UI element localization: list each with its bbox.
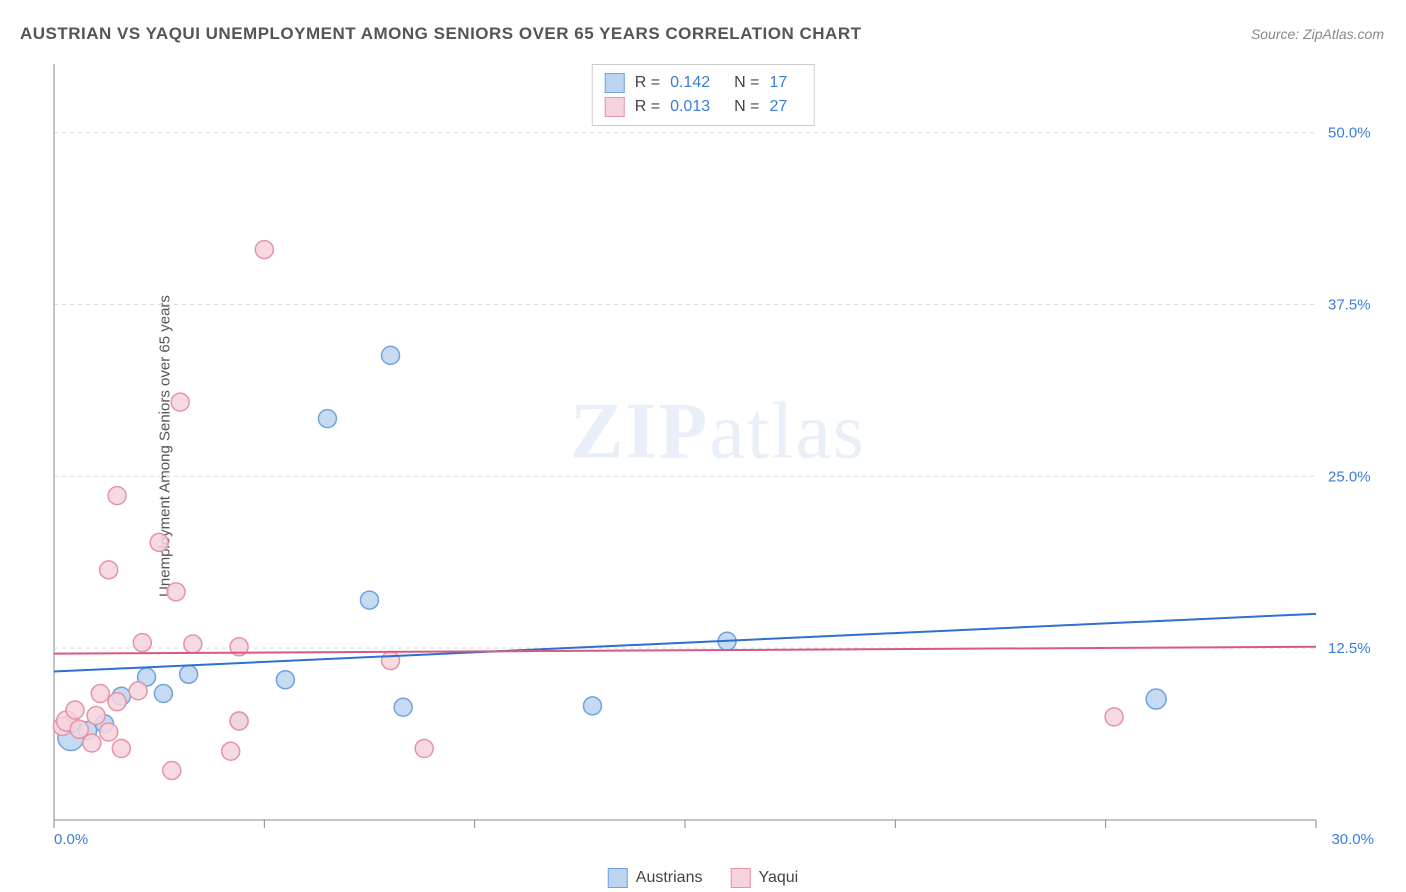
svg-text:50.0%: 50.0%	[1328, 125, 1371, 142]
legend-item-yaqui: Yaqui	[730, 868, 798, 888]
chart-area: 12.5%25.0%37.5%50.0%0.0%30.0% ZIPatlas	[50, 60, 1386, 852]
legend-label-austrians: Austrians	[636, 869, 703, 887]
legend-swatch-yaqui	[730, 868, 750, 888]
source-label: Source: ZipAtlas.com	[1251, 26, 1384, 42]
chart-title: AUSTRIAN VS YAQUI UNEMPLOYMENT AMONG SEN…	[20, 24, 862, 44]
swatch-yaqui	[605, 97, 625, 117]
stats-row-yaqui: R = 0.013 N = 27	[605, 95, 802, 119]
swatch-austrians	[605, 73, 625, 93]
svg-text:0.0%: 0.0%	[54, 831, 88, 848]
legend: Austrians Yaqui	[608, 868, 798, 888]
svg-text:30.0%: 30.0%	[1331, 831, 1374, 848]
legend-label-yaqui: Yaqui	[758, 869, 798, 887]
n-value-austrians: 17	[769, 74, 787, 92]
n-value-yaqui: 27	[769, 98, 787, 116]
r-value-yaqui: 0.013	[670, 98, 710, 116]
scatter-chart: 12.5% 25.0% 37.5% 50.0% 0.0% 30.0%	[50, 60, 1386, 852]
stats-box: R = 0.142 N = 17 R = 0.013 N = 27	[592, 64, 815, 126]
n-label: N =	[734, 74, 759, 92]
svg-text:37.5%: 37.5%	[1328, 297, 1371, 314]
n-label: N =	[734, 98, 759, 116]
legend-swatch-austrians	[608, 868, 628, 888]
svg-text:12.5%: 12.5%	[1328, 640, 1371, 657]
stats-row-austrians: R = 0.142 N = 17	[605, 71, 802, 95]
r-value-austrians: 0.142	[670, 74, 710, 92]
r-label: R =	[635, 98, 660, 116]
svg-text:25.0%: 25.0%	[1328, 468, 1371, 485]
legend-item-austrians: Austrians	[608, 868, 703, 888]
r-label: R =	[635, 74, 660, 92]
